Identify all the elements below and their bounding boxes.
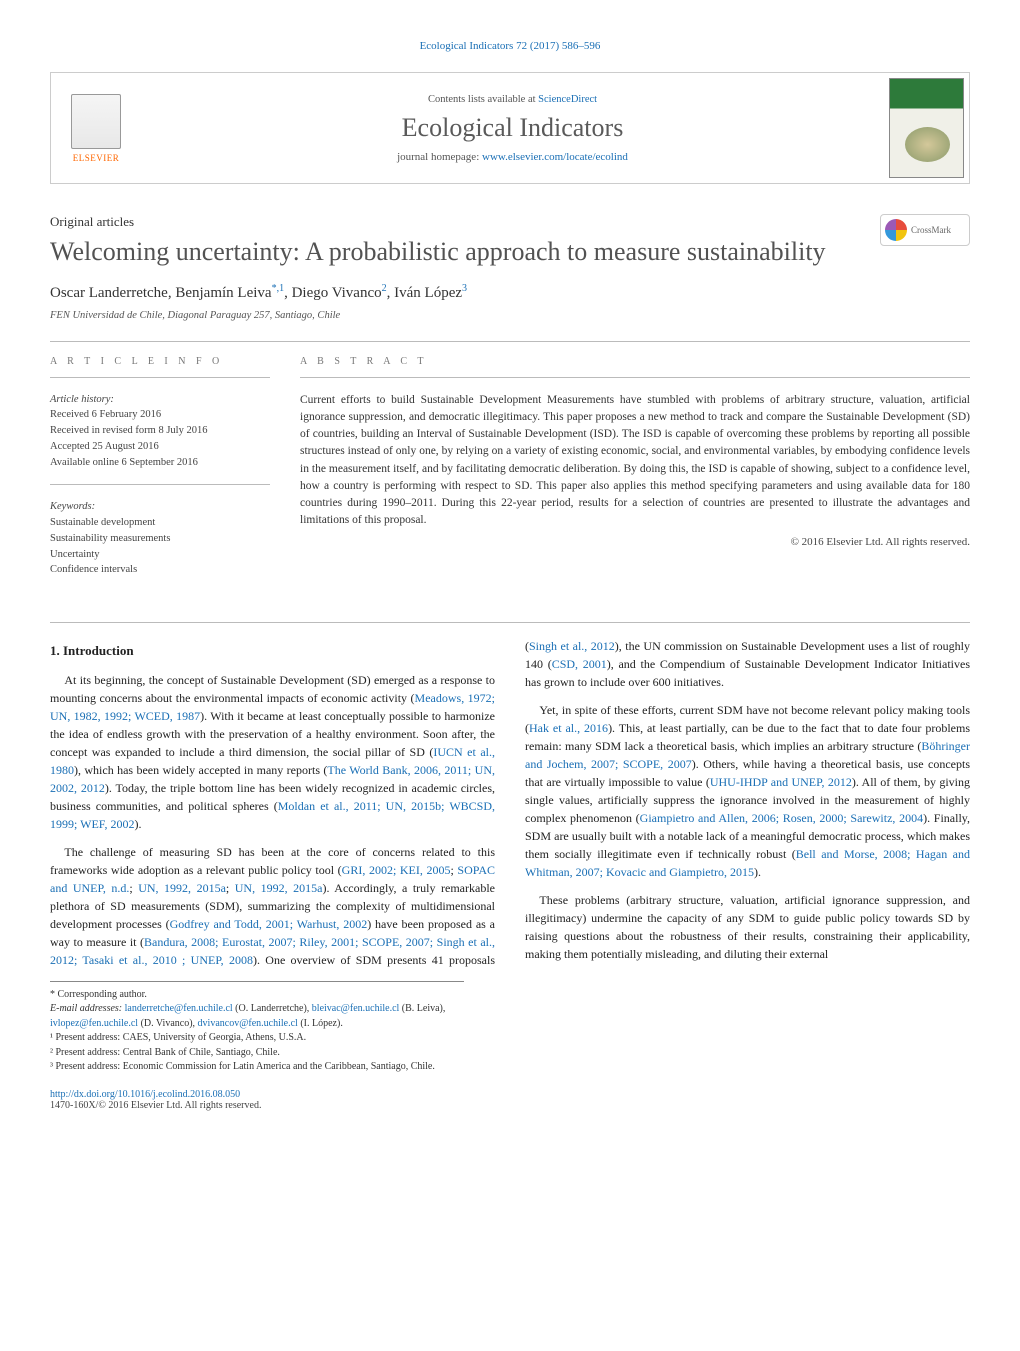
text: ). [135, 817, 142, 831]
keyword: Sustainability measurements [50, 531, 270, 547]
article-history: Article history: Received 6 February 201… [50, 392, 270, 471]
citation-link[interactable]: GRI, 2002; KEI, 2005 [342, 863, 451, 877]
email-link[interactable]: bleivac@fen.uchile.cl [312, 1003, 400, 1014]
homepage-line: journal homepage: www.elsevier.com/locat… [141, 151, 884, 163]
journal-name: Ecological Indicators [141, 113, 884, 143]
contents-prefix: Contents lists available at [428, 94, 538, 105]
email-link[interactable]: ivlopez@fen.uchile.cl [50, 1018, 138, 1029]
header-center: Contents lists available at ScienceDirec… [141, 84, 884, 173]
crossmark-icon [885, 219, 907, 241]
journal-reference-link[interactable]: Ecological Indicators 72 (2017) 586–596 [420, 40, 601, 52]
author-sup: 3 [462, 283, 467, 294]
citation-link[interactable]: Hak et al., 2016 [529, 721, 608, 735]
issn-copyright: 1470-160X/© 2016 Elsevier Ltd. All right… [50, 1100, 261, 1111]
elsevier-label: ELSEVIER [73, 153, 120, 163]
body-two-column: 1. Introduction At its beginning, the co… [50, 637, 970, 971]
divider [50, 622, 970, 623]
journal-header-box: ELSEVIER Contents lists available at Sci… [50, 72, 970, 184]
journal-reference-line: Ecological Indicators 72 (2017) 586–596 [50, 40, 970, 52]
keyword: Sustainable development [50, 515, 270, 531]
abstract-label: A B S T R A C T [300, 356, 970, 367]
author: Oscar Landerretche [50, 285, 168, 301]
body-paragraph: Yet, in spite of these efforts, current … [525, 701, 970, 881]
citation-link[interactable]: UN, 1992, 2015a [235, 881, 323, 895]
keywords-block: Keywords: Sustainable development Sustai… [50, 499, 270, 578]
citation-link[interactable]: Singh et al., 2012 [529, 639, 615, 653]
history-revised: Received in revised form 8 July 2016 [50, 423, 270, 439]
article-header: CrossMark Original articles Welcoming un… [50, 214, 970, 321]
text: ). [754, 865, 761, 879]
keyword: Confidence intervals [50, 562, 270, 578]
history-online: Available online 6 September 2016 [50, 455, 270, 471]
citation-link[interactable]: CSD, 2001 [552, 657, 607, 671]
article-title: Welcoming uncertainty: A probabilistic a… [50, 236, 970, 269]
text: ; [226, 881, 235, 895]
article-type: Original articles [50, 214, 970, 230]
doi-block: http://dx.doi.org/10.1016/j.ecolind.2016… [50, 1089, 970, 1111]
section-heading-introduction: 1. Introduction [50, 641, 495, 661]
meta-abstract-row: A R T I C L E I N F O Article history: R… [50, 356, 970, 593]
citation-link[interactable]: UHU-IHDP and UNEP, 2012 [710, 775, 852, 789]
citation-link[interactable]: UN, 1992, 2015a [138, 881, 226, 895]
doi-link[interactable]: http://dx.doi.org/10.1016/j.ecolind.2016… [50, 1089, 240, 1100]
author: Benjamín Leiva [175, 285, 271, 301]
crossmark-label: CrossMark [911, 225, 951, 235]
body-paragraph: These problems (arbitrary structure, val… [525, 891, 970, 963]
body-paragraph: At its beginning, the concept of Sustain… [50, 671, 495, 833]
present-address-note: ³ Present address: Economic Commission f… [50, 1060, 464, 1075]
divider [300, 377, 970, 378]
text: ), which has been widely accepted in man… [74, 763, 327, 777]
divider [50, 341, 970, 342]
copyright-line: © 2016 Elsevier Ltd. All rights reserved… [300, 536, 970, 548]
author: Diego Vivanco [292, 285, 382, 301]
email-who: (O. Landerretche), [233, 1003, 312, 1014]
sciencedirect-link[interactable]: ScienceDirect [538, 94, 597, 105]
author-sup: *,1 [272, 283, 285, 294]
page-root: Ecological Indicators 72 (2017) 586–596 … [0, 0, 1020, 1151]
citation-link[interactable]: Giampietro and Allen, 2006; Rosen, 2000;… [640, 811, 923, 825]
text: ; [129, 881, 138, 895]
history-head: Article history: [50, 392, 270, 408]
article-info-column: A R T I C L E I N F O Article history: R… [50, 356, 270, 593]
journal-cover-thumbnail[interactable] [889, 78, 964, 178]
history-received: Received 6 February 2016 [50, 407, 270, 423]
email-addresses: E-mail addresses: landerretche@fen.uchil… [50, 1002, 464, 1031]
author: Iván López [394, 285, 462, 301]
email-who: (I. López). [298, 1018, 343, 1029]
elsevier-tree-icon [71, 94, 121, 149]
present-address-note: ² Present address: Central Bank of Chile… [50, 1046, 464, 1061]
homepage-prefix: journal homepage: [397, 151, 482, 163]
divider [50, 377, 270, 378]
keyword: Uncertainty [50, 547, 270, 563]
abstract-column: A B S T R A C T Current efforts to build… [300, 356, 970, 593]
text: ). Accordingly, a truly remarkable [322, 881, 495, 895]
email-link[interactable]: landerretche@fen.uchile.cl [125, 1003, 233, 1014]
divider [50, 484, 270, 485]
history-accepted: Accepted 25 August 2016 [50, 439, 270, 455]
affiliation: FEN Universidad de Chile, Diagonal Parag… [50, 310, 970, 321]
elsevier-logo[interactable]: ELSEVIER [51, 78, 141, 178]
homepage-link[interactable]: www.elsevier.com/locate/ecolind [482, 151, 628, 163]
emails-label: E-mail addresses: [50, 1003, 125, 1014]
article-info-label: A R T I C L E I N F O [50, 356, 270, 367]
email-who: (D. Vivanco), [138, 1018, 197, 1029]
author-list: Oscar Landerretche, Benjamín Leiva*,1, D… [50, 283, 970, 302]
abstract-text: Current efforts to build Sustainable Dev… [300, 392, 970, 530]
footnotes: * Corresponding author. E-mail addresses… [50, 981, 464, 1075]
keywords-head: Keywords: [50, 499, 270, 515]
email-link[interactable]: dvivancov@fen.uchile.cl [198, 1018, 298, 1029]
present-address-note: ¹ Present address: CAES, University of G… [50, 1031, 464, 1046]
crossmark-badge[interactable]: CrossMark [880, 214, 970, 246]
contents-line: Contents lists available at ScienceDirec… [141, 94, 884, 105]
corresponding-author-note: * Corresponding author. [50, 988, 464, 1003]
citation-link[interactable]: Godfrey and Todd, 2001; Warhust, 2002 [170, 917, 368, 931]
email-who: (B. Leiva), [399, 1003, 445, 1014]
